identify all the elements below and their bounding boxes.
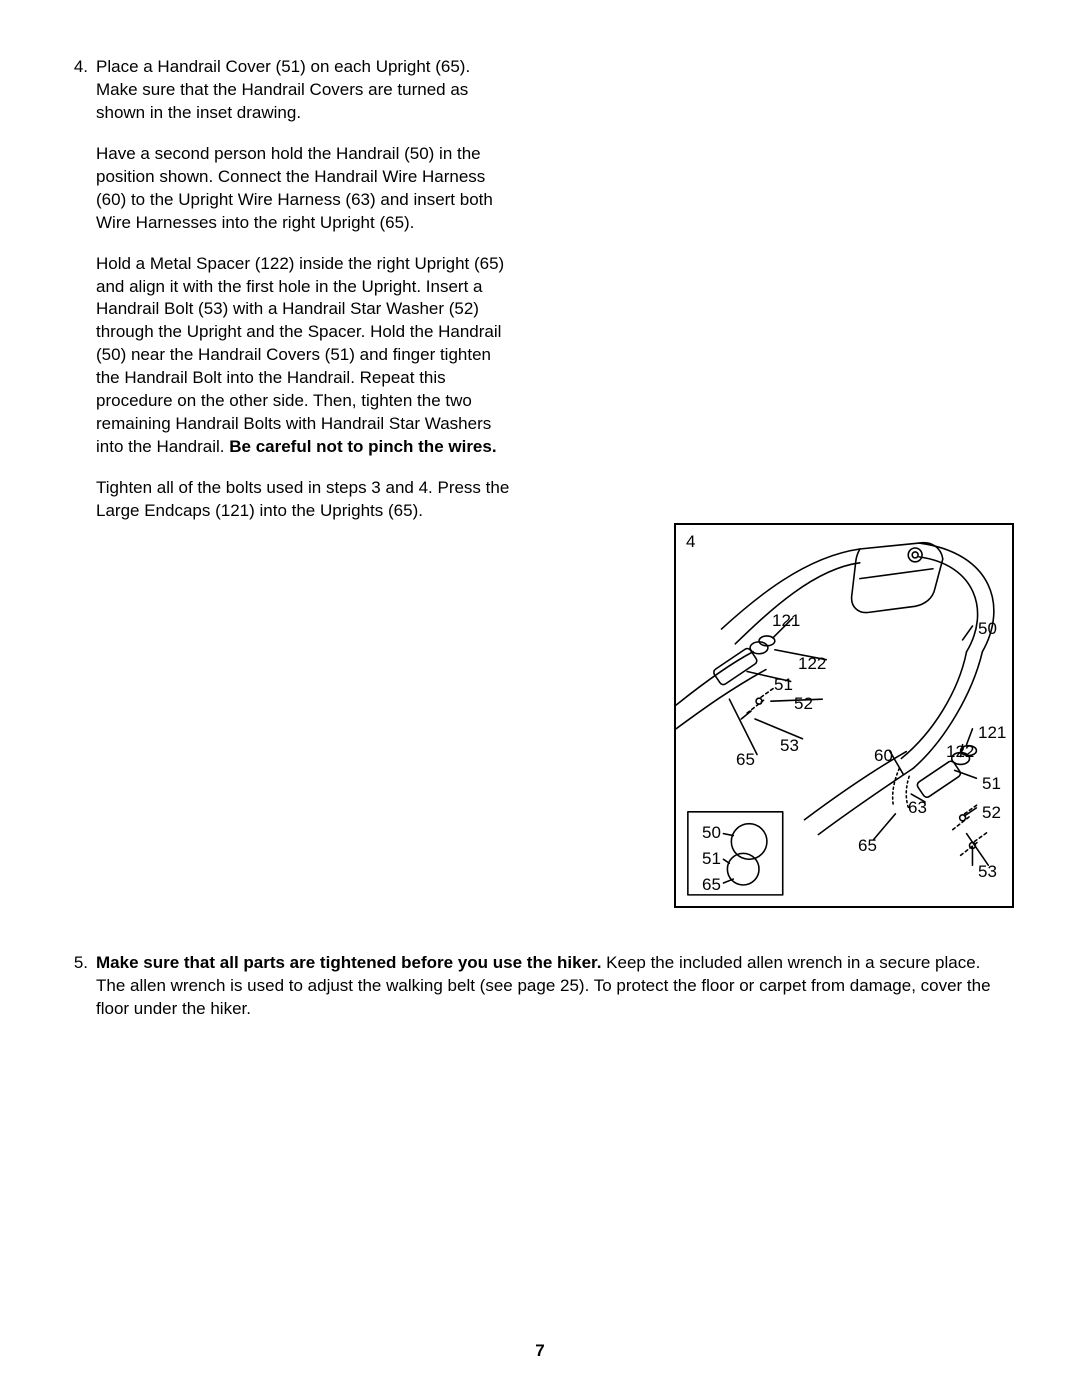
callout-50-inset: 50 (702, 822, 721, 845)
assembly-step-4: 4. Place a Handrail Cover (51) on each U… (68, 56, 1014, 908)
callout-65: 65 (736, 749, 755, 772)
callout-52: 52 (794, 693, 813, 716)
page-number: 7 (0, 1340, 1080, 1363)
callout-121: 121 (978, 722, 1006, 745)
assembly-diagram-icon (676, 525, 1012, 906)
callout-121: 121 (772, 610, 800, 633)
step4-paragraph-1: Place a Handrail Cover (51) on each Upri… (96, 56, 512, 125)
step4-paragraph-4: Tighten all of the bolts used in steps 3… (96, 477, 512, 523)
callout-51: 51 (982, 773, 1001, 796)
callout-122: 122 (946, 741, 974, 764)
assembly-step-5: 5. Make sure that all parts are tightene… (68, 952, 1014, 1021)
step4-paragraph-3: Hold a Metal Spacer (122) inside the rig… (96, 253, 512, 459)
callout-122: 122 (798, 653, 826, 676)
callout-51-inset: 51 (702, 848, 721, 871)
step-number: 5. (68, 952, 96, 1021)
callout-60: 60 (874, 745, 893, 768)
callout-52: 52 (982, 802, 1001, 825)
callout-65-inset: 65 (702, 874, 721, 897)
callout-51: 51 (774, 674, 793, 697)
callout-65: 65 (858, 835, 877, 858)
callout-63: 63 (908, 797, 927, 820)
step-number: 4. (68, 56, 96, 79)
step4-paragraph-2: Have a second person hold the Handrail (… (96, 143, 512, 235)
callout-53: 53 (978, 861, 997, 884)
step5-paragraph: Make sure that all parts are tightened b… (96, 952, 1014, 1021)
callout-50: 50 (978, 618, 997, 641)
callout-53: 53 (780, 735, 799, 758)
figure-step4: 4 (674, 523, 1014, 908)
